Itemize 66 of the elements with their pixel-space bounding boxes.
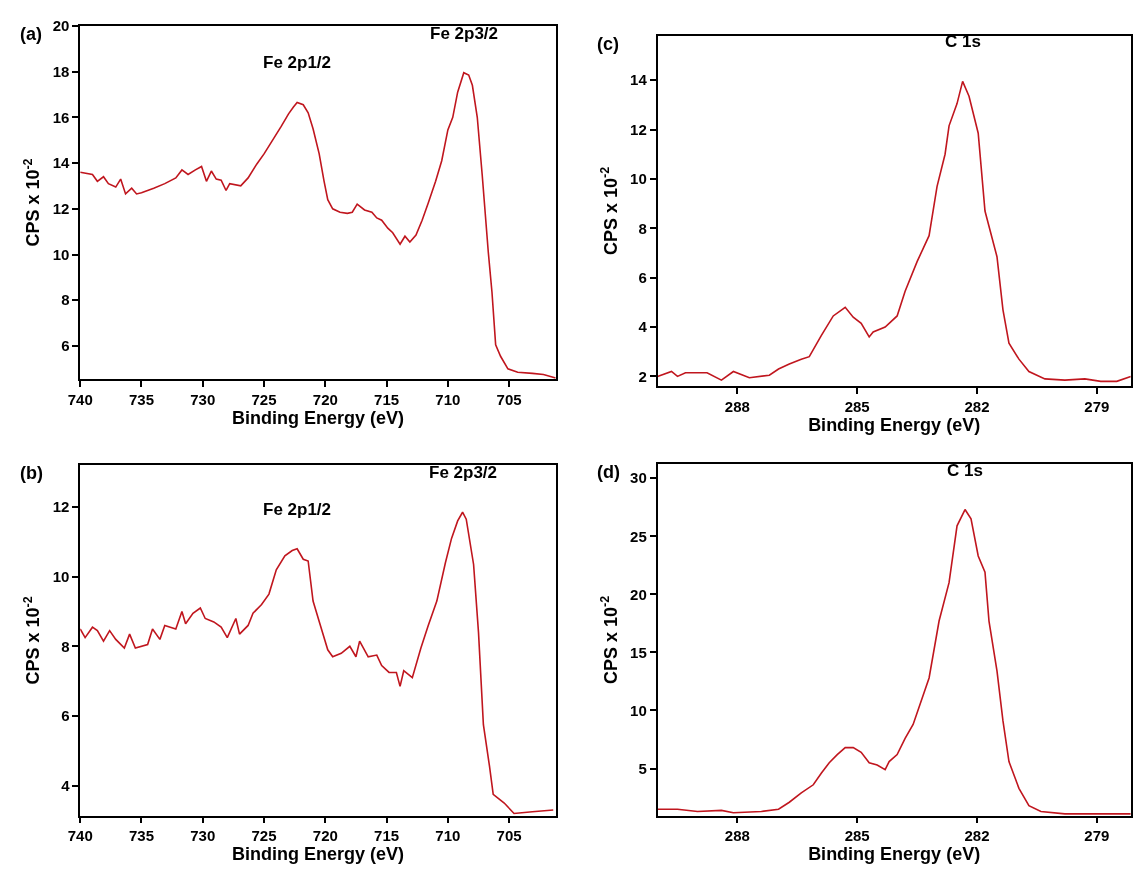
- y-tick-label: 12: [52, 200, 70, 218]
- y-tick-label: 18: [52, 62, 70, 80]
- x-tick-label: 720: [312, 390, 338, 408]
- x-tick-label: 725: [251, 827, 277, 845]
- chart-title: (d): [597, 462, 620, 482]
- annotation: Fe 2p3/2: [430, 24, 499, 43]
- y-tick-label: 12: [52, 498, 70, 516]
- x-tick-label: 720: [312, 827, 338, 845]
- line-series: [80, 71, 556, 379]
- x-tick-label: 735: [128, 827, 155, 845]
- x-tick-label: 279: [1084, 827, 1110, 845]
- x-axis-title: Binding Energy (eV): [231, 844, 404, 865]
- y-tick-label: 6: [638, 268, 647, 286]
- x-tick-label: 715: [374, 827, 400, 845]
- x-tick-label: 705: [496, 390, 522, 408]
- x-tick-label: 715: [374, 390, 400, 408]
- line-series: [657, 508, 1131, 815]
- y-tick-label: 8: [61, 291, 70, 309]
- y-tick-label: 10: [52, 245, 70, 263]
- y-tick-label: 20: [630, 585, 647, 603]
- y-tick-label: 16: [52, 108, 70, 126]
- x-axis-title: Binding Energy (eV): [808, 414, 981, 435]
- x-tick-label: 288: [724, 397, 750, 415]
- y-tick-label: 5: [638, 759, 647, 777]
- annotation: Fe 2p3/2: [429, 463, 498, 482]
- annotation: Fe 2p1/2: [263, 53, 332, 72]
- y-tick-label: 2: [638, 367, 647, 385]
- x-tick-label: 710: [435, 390, 461, 408]
- y-tick-label: 15: [630, 643, 647, 661]
- x-tick-label: 282: [964, 827, 990, 845]
- x-tick-label: 725: [251, 390, 277, 408]
- x-tick-label: 730: [190, 390, 216, 408]
- y-tick-label: 10: [52, 567, 70, 585]
- x-tick-label: 285: [844, 827, 870, 845]
- annotation: C 1s: [947, 461, 983, 480]
- y-tick-label: 10: [630, 170, 647, 188]
- x-axis-title: Binding Energy (eV): [808, 844, 981, 865]
- x-axis-title: Binding Energy (eV): [231, 407, 404, 428]
- x-tick-label: 740: [67, 827, 93, 845]
- chart-title: (a): [20, 24, 42, 44]
- y-tick-label: 20: [52, 17, 70, 35]
- y-tick-label: 14: [630, 71, 648, 89]
- y-tick-label: 6: [61, 707, 70, 725]
- y-tick-label: 8: [61, 637, 70, 655]
- y-tick-label: 12: [630, 120, 647, 138]
- chart-title: (c): [597, 34, 619, 54]
- x-tick-label: 710: [435, 827, 461, 845]
- x-tick-label: 705: [496, 827, 522, 845]
- annotation: Fe 2p1/2: [263, 500, 332, 519]
- x-tick-label: 279: [1084, 397, 1110, 415]
- x-tick-label: 735: [128, 390, 155, 408]
- y-tick-label: 8: [638, 219, 647, 237]
- y-tick-label: 4: [638, 318, 648, 336]
- chart-title: (b): [20, 463, 43, 483]
- y-tick-label: 25: [630, 527, 647, 545]
- y-tick-label: 6: [61, 337, 70, 355]
- x-tick-label: 730: [190, 827, 216, 845]
- line-series: [657, 80, 1131, 383]
- x-tick-label: 285: [844, 397, 870, 415]
- x-tick-label: 282: [964, 397, 990, 415]
- x-tick-label: 740: [67, 390, 93, 408]
- y-tick-label: 10: [630, 701, 647, 719]
- y-tick-label: 4: [61, 776, 71, 794]
- y-tick-label: 30: [630, 469, 647, 487]
- x-tick-label: 288: [724, 827, 750, 845]
- y-tick-label: 14: [52, 154, 71, 172]
